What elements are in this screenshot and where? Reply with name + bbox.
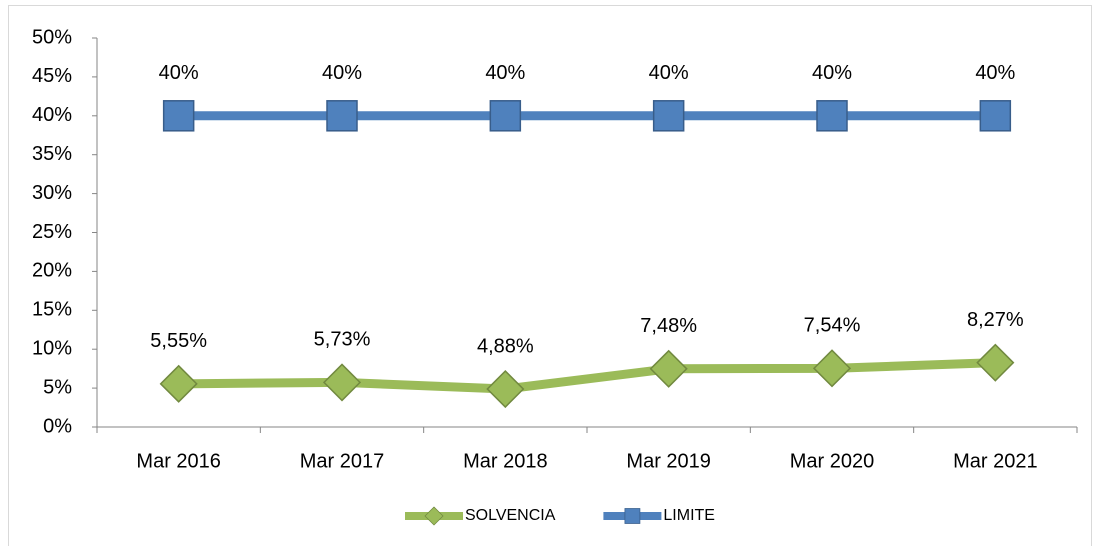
data-point: [486, 369, 525, 409]
data-point: [812, 349, 852, 388]
data-point: [976, 343, 1015, 382]
y-tick-label: 40%: [32, 104, 72, 126]
data-label: 8,27%: [967, 309, 1024, 331]
y-tick-label: 35%: [32, 143, 72, 165]
data-point: [162, 100, 195, 132]
data-label: 40%: [649, 62, 689, 84]
data-label: 40%: [159, 62, 199, 84]
data-point: [652, 100, 685, 132]
data-label: 5,73%: [314, 329, 371, 351]
data-label: 40%: [485, 62, 525, 84]
data-label: 7,48%: [640, 315, 697, 337]
x-tick-label: Mar 2016: [136, 450, 221, 472]
y-tick-label: 10%: [32, 337, 72, 359]
data-label: 40%: [975, 62, 1015, 84]
data-point: [159, 364, 198, 403]
x-tick-label: Mar 2017: [300, 450, 385, 472]
y-tick-label: 0%: [43, 415, 72, 437]
data-label: 7,54%: [804, 315, 861, 337]
data-point: [979, 100, 1012, 132]
y-tick-label: 5%: [43, 376, 72, 398]
data-point: [489, 100, 522, 132]
legend-label: LIMITE: [663, 507, 715, 524]
y-tick-label: 20%: [32, 260, 72, 282]
series-line: [178, 358, 996, 394]
y-tick-label: 15%: [32, 299, 72, 321]
data-point: [816, 100, 848, 132]
legend-marker: [424, 506, 444, 526]
data-label: 40%: [322, 62, 362, 84]
data-label: 5,55%: [150, 330, 207, 352]
legend-label: SOLVENCIA: [465, 507, 556, 524]
legend-marker: [624, 508, 641, 524]
y-tick-label: 25%: [32, 221, 72, 243]
data-point: [649, 349, 688, 388]
chart-border: [8, 5, 1092, 546]
x-tick-label: Mar 2020: [790, 450, 875, 472]
x-tick-label: Mar 2019: [626, 450, 711, 472]
x-tick-label: Mar 2018: [463, 450, 548, 472]
data-point: [322, 363, 362, 402]
y-tick-label: 30%: [32, 182, 72, 204]
data-point: [326, 100, 358, 132]
y-tick-label: 50%: [32, 26, 72, 48]
y-tick-label: 45%: [32, 65, 72, 87]
x-tick-label: Mar 2021: [953, 450, 1038, 472]
data-label: 40%: [812, 62, 852, 84]
data-label: 4,88%: [477, 335, 534, 357]
